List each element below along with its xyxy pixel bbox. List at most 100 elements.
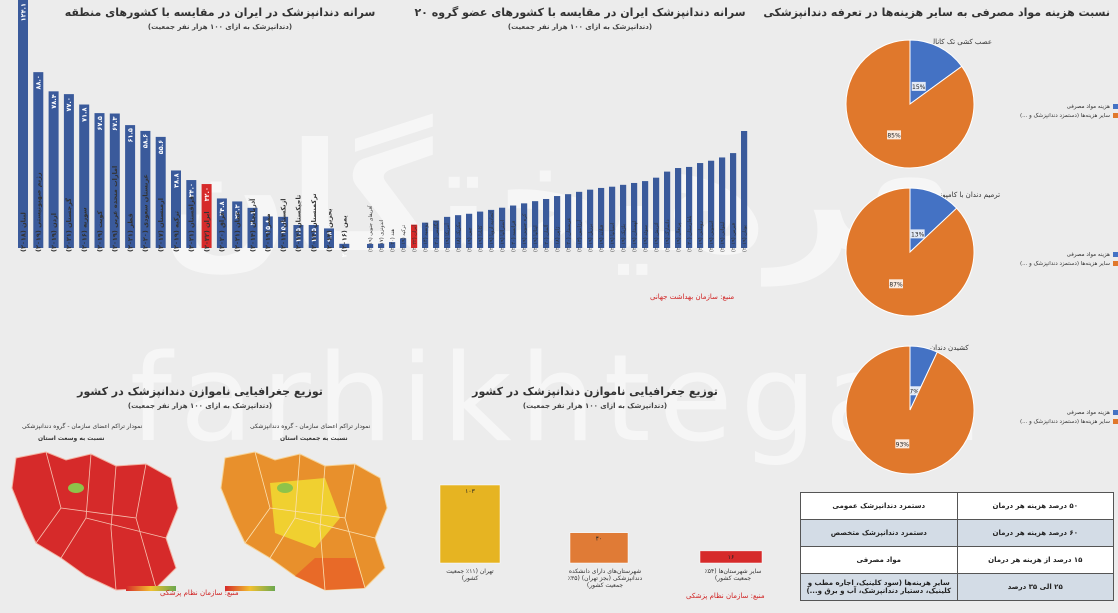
chart2-category-label: سوئد (۲۰۱۹) [643,225,649,252]
pie-chart: 13% 87% [845,187,975,317]
pie-chart: 15% 85% [845,39,975,169]
chart2-bar [620,184,627,248]
chart2-bar-chart: آفریقای جنوبی (۲۰۱۹) اندونزی (۲۰۱۷) هند (۲… [367,131,748,252]
chart2-bar [499,207,506,248]
chart1-value-label: ۶۷.۵ [96,116,104,130]
chart1-bar [33,72,44,249]
chart1-bar-chart: ۱۲۴.۱ لبنان (۲۰۱۸) ۸۸.۰ رژیم صهیونیستی (۲۰۱… [18,0,350,257]
cost-row-label: مواد مصرفی [800,546,958,574]
map1-caption: نمودار تراکم اعضای سازمان - گروه دندانپز… [22,423,143,430]
map-tehran-region [277,483,293,493]
chart2-category-label: ترکیه (۲۰۱۹) [401,224,407,252]
chart1-category-label: قزاقستان (۲۰۲۱) [188,196,196,252]
pie-title: کشیدن دندان [930,344,969,352]
cost-row-value: ۲۵ الی ۳۵ درصد [956,573,1114,601]
map-iran-area-density [11,451,179,591]
pie-legend: هزینه مواد مصرفی سایر هزینه‌ها (دستمزد دن… [1020,102,1118,120]
chart1-category-label: ترکیه (۲۰۱۹) [172,211,180,252]
chart2-title: سرانه دندانپزشک ایران در مقایسه با کشوره… [414,6,746,19]
chart2-category-label: کانادا (۲۰۱۹) [478,225,484,252]
chart1-category-label: عراق (۲۰۲۰) [218,211,226,252]
chart2-bar [697,163,704,248]
chart2-category-label: اسپانیا (۲۰۱۹) [610,223,616,252]
chart2-bar [653,177,660,248]
map1-subcaption: نسبت به وسعت استان [38,435,105,442]
chart1-bar [109,113,120,249]
chart2-bar [741,131,748,248]
pie-label-box [895,439,910,449]
chart2-category-label: آفریقای جنوبی (۲۰۱۹) [367,205,374,252]
chart1-value-label: ۳۲.۰ [203,187,211,201]
dist-cat-label: شهرستان‌های دارای دانشکده دندانپزشکی (بج… [567,568,643,589]
chart2-bar [598,187,605,248]
chart1-category-label: اردن (۲۰۱۹) [50,213,58,252]
legend-swatch [1112,104,1118,109]
table-row: ۶۰ درصد هزینه هر درمان دستمزد دندانپزشک … [800,519,1114,547]
cost-row-value: ۵۰ درصد هزینه هر درمان [956,492,1114,520]
chart1-value-label: ۸۸.۰ [35,75,43,89]
chart2-bar [532,201,539,248]
chart2-bar [576,191,583,248]
chart1-category-label: تاجیکستان (۲۰۱۴) [295,195,303,252]
legend-swatch [1112,419,1118,424]
chart1-value-label: ۲.۱ [341,247,349,257]
chart2-bar [543,198,550,248]
map-legend-scale [126,586,176,591]
map-source: منبع: سازمان نظام پزشکی [160,589,239,597]
chart1-category-label: سوریه (۲۰۱۶) [81,207,89,252]
chart2-category-label: لیتوانی (۲۰۱۹) [720,221,726,252]
chart1-bar [216,198,227,248]
chart2-category-label: چین (۲۰۱۹) [467,227,473,252]
chart2-category-label: مکزیک (۲۰۱۸) [456,221,462,252]
chart1-category-label: عمان (۲۰۲۱) [234,211,242,252]
chart2-bar [565,194,572,248]
chart2-bar [631,182,638,248]
chart2-category-label: روسیه (۲۰۱۴) [423,222,429,252]
map-south-region [295,558,365,590]
chart1-value-label: ۹.۸ [325,231,333,241]
chart2-category-label: فرانسه (۲۰۲۰) [511,220,517,252]
pie-value-label: 13% [911,231,925,238]
chart2-category-label: دانمارک (۲۰۱۹) [664,219,671,252]
chart1-value-label: ۶۷.۳ [111,116,119,130]
pie-title: عصب کشی تک کانال [930,38,993,46]
chart2-category-label: فنلاند (۲۰۱۹) [599,224,605,252]
chart1-bar [79,104,90,248]
chart2-category-label: بلژیک (۲۰۱۹) [621,224,627,252]
chart1-subtitle: (دندانپزشک به ازای ۱۰۰ هزار نفر جمعیت) [147,23,293,31]
chart2-bar [400,238,407,248]
legend-label: هزینه مواد مصرفی [1066,103,1110,110]
chart2-category-label: استرالیا (۲۰۱۹) [500,220,506,252]
chart1-value-label: ۷۷.۰ [65,97,73,111]
chart1-value-label: ۷۱.۸ [81,107,89,121]
chart2-category-label: اتحادیه اروپا (۲۰۱۹) [489,211,495,252]
chart1-bar [18,0,28,248]
chart1-bar [125,125,136,248]
chart1-bar [247,207,258,248]
chart2-bar [455,215,462,248]
map-legend-scale [225,586,275,591]
table-row: ۵۰ درصد هزینه هر درمان دستمزد دندانپزشک … [800,492,1114,520]
chart1-bar [324,228,334,248]
map-province-lines [35,451,167,591]
chart2-category-label: رومانی (۲۰۱۹) [698,221,704,252]
map-province-lines [244,451,376,591]
legend-swatch [1112,252,1118,257]
map-iran-shape [11,451,179,591]
chart2-bar [609,186,616,248]
chart1-value-label: ۱۱.۵ [295,228,303,242]
chart2-bar [587,189,594,248]
chart2-bar [719,157,726,248]
map-section-title: توزیع جغرافیایی ناموازن دندانپزشک در کشو… [77,385,323,398]
chart1-value-label: ۶۱.۵ [126,128,134,142]
chart2-bar [389,242,396,248]
chart2-category-label: ایران (۲۰۲۲) [412,225,418,252]
dist-cat-label: تهران (۱۱٪ جمعیت کشور) [446,568,494,582]
chart1-category-label: بحرین (۲۰۱۴) [325,208,333,252]
chart1-bar [339,243,350,248]
chart2-category-label: ژاپن (۲۰۱۸) [555,226,561,252]
map-tehran-region [68,483,84,493]
pie-value-label: 7% [909,388,919,395]
chart1-value-label: ۲۴.۸ [218,201,226,215]
chart2-category-label: کره جنوبی (۲۰۱۹) [522,213,528,252]
